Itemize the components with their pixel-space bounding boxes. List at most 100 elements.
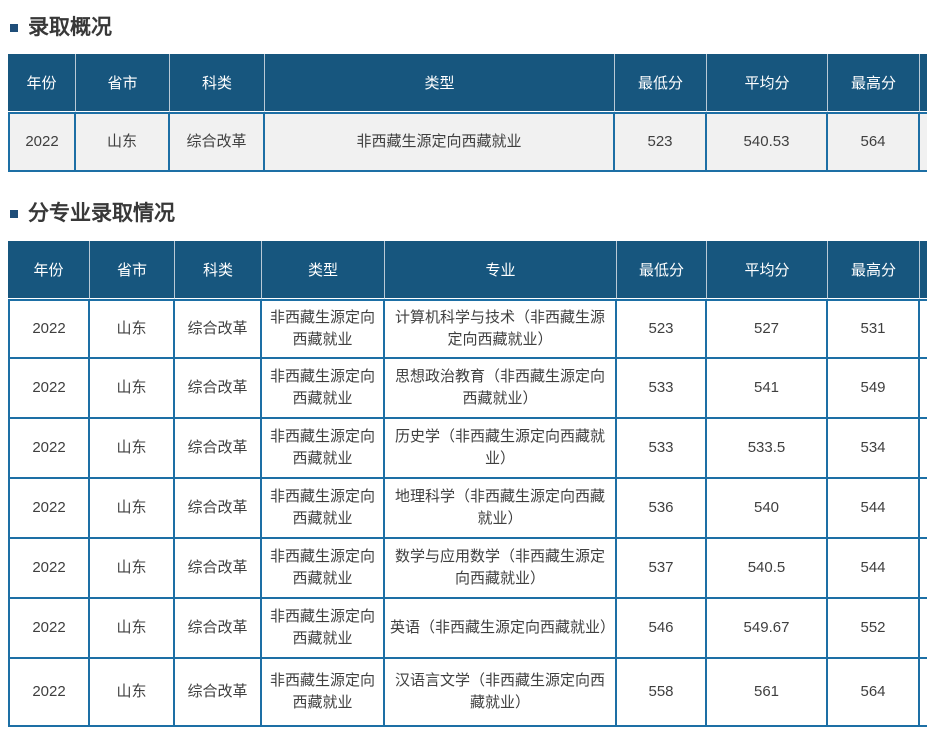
min-score-cell: 546: [617, 599, 707, 660]
page-title: 录取概况: [28, 16, 112, 39]
subject-cell: 综合改革: [175, 359, 262, 420]
section-title-by-major: 分专业录取情况: [10, 172, 927, 241]
max-score-cell: 534: [828, 419, 920, 480]
subject-cell: 综合改革: [170, 112, 265, 173]
year-cell: 2022: [8, 419, 90, 480]
table-row: 2022 山东 综合改革 非西藏生源定向西藏就业 历史学（非西藏生源定向西藏就业…: [8, 419, 927, 480]
overview-header-row: 年份 省市 科类 类型 最低分 平均分 最高分: [8, 54, 927, 113]
major-header-row: 年份 省市 科类 类型 专业 最低分 平均分 最高分: [8, 241, 927, 300]
max-score-cell: 552: [828, 599, 920, 660]
avg-score-cell: 527: [707, 299, 828, 360]
max-score-cell: 544: [828, 479, 920, 540]
column-header-year: 年份: [8, 54, 76, 113]
max-score-cell: 544: [828, 539, 920, 600]
year-cell: 2022: [8, 659, 90, 728]
table-row: 2022 山东 综合改革 非西藏生源定向西藏就业 汉语言文学（非西藏生源定向西藏…: [8, 659, 927, 728]
major-cell: 历史学（非西藏生源定向西藏就业）: [385, 419, 617, 480]
province-cell: 山东: [90, 359, 175, 420]
table-row: 2022 山东 综合改革 非西藏生源定向西藏就业 523 540.53 564: [8, 112, 927, 173]
table-row: 2022 山东 综合改革 非西藏生源定向西藏就业 地理科学（非西藏生源定向西藏就…: [8, 479, 927, 540]
table-row: 2022 山东 综合改革 非西藏生源定向西藏就业 数学与应用数学（非西藏生源定向…: [8, 539, 927, 600]
major-cell: 数学与应用数学（非西藏生源定向西藏就业）: [385, 539, 617, 600]
type-cell: 非西藏生源定向西藏就业: [265, 112, 615, 173]
column-header-type: 类型: [262, 241, 385, 300]
column-header-major: 专业: [385, 241, 617, 300]
table-row: 2022 山东 综合改革 非西藏生源定向西藏就业 计算机科学与技术（非西藏生源定…: [8, 299, 927, 360]
column-header-year: 年份: [8, 241, 90, 300]
major-cell: 英语（非西藏生源定向西藏就业）: [385, 599, 617, 660]
max-score-cell: 531: [828, 299, 920, 360]
min-score-cell: 533: [617, 359, 707, 420]
column-header-type: 类型: [265, 54, 615, 113]
overview-table-container: 年份 省市 科类 类型 最低分 平均分 最高分 2022 山东 综合改革 非西藏…: [8, 54, 927, 173]
min-score-cell: 558: [617, 659, 707, 728]
major-table: 年份 省市 科类 类型 专业 最低分 平均分 最高分 2022 山东 综合改革 …: [8, 241, 927, 728]
year-cell: 2022: [8, 112, 76, 173]
subject-cell: 综合改革: [175, 419, 262, 480]
min-score-cell: 537: [617, 539, 707, 600]
column-header-min-score: 最低分: [617, 241, 707, 300]
type-cell: 非西藏生源定向西藏就业: [262, 419, 385, 480]
province-cell: 山东: [90, 479, 175, 540]
avg-score-cell: 540.53: [707, 112, 828, 173]
province-cell: 山东: [76, 112, 170, 173]
province-cell: 山东: [90, 419, 175, 480]
section-title-overview: 录取概况: [10, 0, 927, 54]
clipped-cell: [920, 419, 927, 480]
subject-cell: 综合改革: [175, 299, 262, 360]
table-row: 2022 山东 综合改革 非西藏生源定向西藏就业 英语（非西藏生源定向西藏就业）…: [8, 599, 927, 660]
column-header-province: 省市: [76, 54, 170, 113]
province-cell: 山东: [90, 659, 175, 728]
min-score-cell: 523: [615, 112, 707, 173]
major-cell: 地理科学（非西藏生源定向西藏就业）: [385, 479, 617, 540]
min-score-cell: 523: [617, 299, 707, 360]
subject-cell: 综合改革: [175, 479, 262, 540]
column-header-min-score: 最低分: [615, 54, 707, 113]
type-cell: 非西藏生源定向西藏就业: [262, 359, 385, 420]
major-cell: 计算机科学与技术（非西藏生源定向西藏就业）: [385, 299, 617, 360]
avg-score-cell: 541: [707, 359, 828, 420]
section-bullet-icon: [10, 209, 18, 218]
max-score-cell: 564: [828, 659, 920, 728]
type-cell: 非西藏生源定向西藏就业: [262, 599, 385, 660]
min-score-cell: 536: [617, 479, 707, 540]
type-cell: 非西藏生源定向西藏就业: [262, 539, 385, 600]
clipped-cell: [920, 359, 927, 420]
province-cell: 山东: [90, 599, 175, 660]
subject-cell: 综合改革: [175, 659, 262, 728]
year-cell: 2022: [8, 599, 90, 660]
major-table-container: 年份 省市 科类 类型 专业 最低分 平均分 最高分 2022 山东 综合改革 …: [8, 241, 927, 728]
column-header-max-score: 最高分: [828, 241, 920, 300]
section-title-text: 分专业录取情况: [28, 202, 175, 226]
avg-score-cell: 549.67: [707, 599, 828, 660]
column-header-avg-score: 平均分: [707, 241, 828, 300]
column-header-province: 省市: [90, 241, 175, 300]
section-bullet-icon: [10, 23, 18, 32]
avg-score-cell: 533.5: [707, 419, 828, 480]
max-score-cell: 564: [828, 112, 920, 173]
min-score-cell: 533: [617, 419, 707, 480]
overview-table: 年份 省市 科类 类型 最低分 平均分 最高分 2022 山东 综合改革 非西藏…: [8, 54, 927, 173]
type-cell: 非西藏生源定向西藏就业: [262, 659, 385, 728]
avg-score-cell: 540.5: [707, 539, 828, 600]
year-cell: 2022: [8, 359, 90, 420]
column-header-clipped: [920, 241, 927, 300]
clipped-cell: [920, 539, 927, 600]
subject-cell: 综合改革: [175, 599, 262, 660]
clipped-cell: [920, 112, 927, 173]
clipped-cell: [920, 659, 927, 728]
subject-cell: 综合改革: [175, 539, 262, 600]
clipped-cell: [920, 479, 927, 540]
table-row: 2022 山东 综合改革 非西藏生源定向西藏就业 思想政治教育（非西藏生源定向西…: [8, 359, 927, 420]
province-cell: 山东: [90, 539, 175, 600]
clipped-cell: [920, 599, 927, 660]
column-header-avg-score: 平均分: [707, 54, 828, 113]
column-header-subject: 科类: [175, 241, 262, 300]
column-header-clipped: [920, 54, 927, 113]
year-cell: 2022: [8, 539, 90, 600]
major-cell: 汉语言文学（非西藏生源定向西藏就业）: [385, 659, 617, 728]
year-cell: 2022: [8, 299, 90, 360]
max-score-cell: 549: [828, 359, 920, 420]
major-cell: 思想政治教育（非西藏生源定向西藏就业）: [385, 359, 617, 420]
year-cell: 2022: [8, 479, 90, 540]
